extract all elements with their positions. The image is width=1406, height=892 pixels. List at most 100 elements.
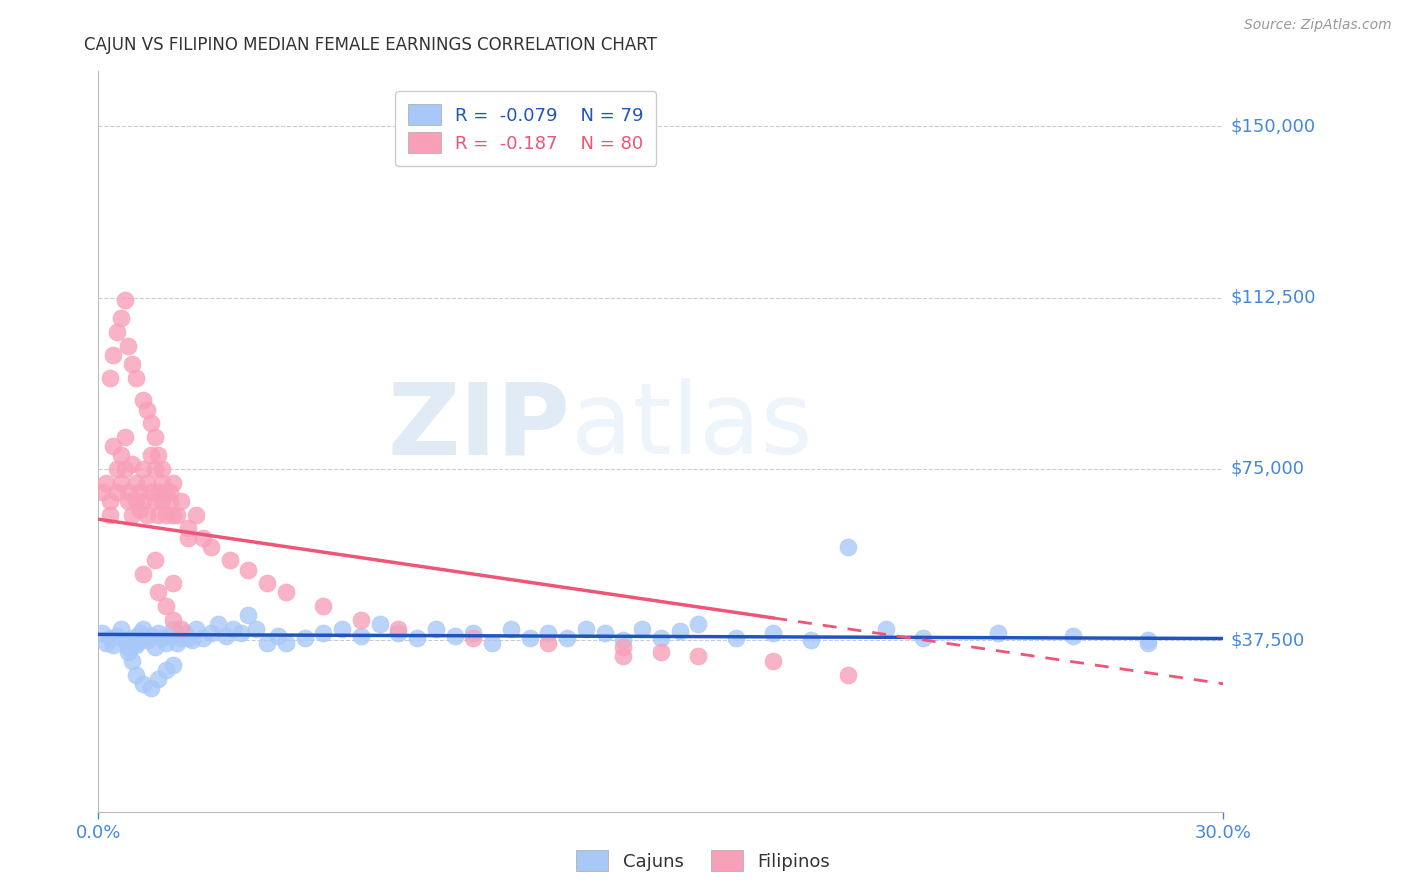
Point (612, 633, 634, 648)
Point (406, 631, 429, 645)
Point (139, 629, 162, 643)
Point (103, 638, 125, 652)
Point (148, 448, 170, 462)
Point (117, 338, 139, 352)
Point (177, 531, 200, 545)
Point (162, 613, 184, 627)
Point (481, 635, 503, 649)
Point (139, 448, 162, 462)
Point (166, 508, 188, 522)
Point (117, 645, 139, 659)
Point (128, 503, 150, 517)
Point (114, 462, 136, 476)
Point (136, 402, 159, 417)
Point (125, 494, 148, 508)
Point (94, 475, 117, 490)
Point (98, 494, 121, 508)
Point (184, 622, 207, 636)
Point (139, 484, 162, 499)
Point (121, 654, 143, 668)
Point (117, 484, 139, 499)
Point (193, 531, 215, 545)
Point (91, 484, 114, 499)
Point (143, 430, 166, 444)
Point (200, 626, 222, 640)
Point (150, 462, 173, 476)
Point (148, 508, 170, 522)
Point (132, 462, 155, 476)
Point (229, 626, 252, 640)
Point (312, 599, 335, 613)
Point (593, 626, 616, 640)
Point (222, 622, 245, 636)
Point (631, 622, 654, 636)
Point (136, 633, 159, 648)
Point (330, 622, 353, 636)
Point (387, 622, 409, 636)
Point (125, 638, 148, 652)
Point (800, 633, 823, 648)
Point (537, 635, 560, 649)
Point (499, 622, 522, 636)
Point (128, 484, 150, 499)
Point (94, 635, 117, 649)
Point (368, 617, 391, 632)
Point (98, 631, 121, 645)
Point (162, 475, 184, 490)
Point (110, 622, 132, 636)
Point (139, 417, 162, 431)
Point (132, 494, 155, 508)
Point (875, 622, 897, 636)
Point (173, 626, 195, 640)
Point (105, 462, 128, 476)
Point (114, 633, 136, 648)
Point (103, 348, 125, 362)
Point (155, 663, 177, 677)
Legend: Cajuns, Filipinos: Cajuns, Filipinos (568, 843, 838, 879)
Text: $75,000: $75,000 (1230, 460, 1305, 478)
Point (177, 631, 200, 645)
Point (125, 667, 148, 681)
Point (105, 484, 128, 499)
Point (110, 448, 132, 462)
Point (121, 357, 143, 371)
Point (837, 667, 859, 681)
Point (155, 599, 177, 613)
Point (132, 622, 155, 636)
Point (132, 567, 155, 582)
Point (200, 540, 222, 554)
Point (150, 631, 173, 645)
Point (136, 508, 159, 522)
Point (724, 631, 747, 645)
Point (207, 617, 229, 632)
Point (238, 608, 260, 623)
Point (159, 494, 181, 508)
Point (181, 633, 204, 648)
Point (148, 672, 170, 686)
Text: $37,500: $37,500 (1230, 632, 1305, 649)
Point (463, 626, 485, 640)
Point (425, 622, 447, 636)
Text: CAJUN VS FILIPINO MEDIAN FEMALE EARNINGS CORRELATION CHART: CAJUN VS FILIPINO MEDIAN FEMALE EARNINGS… (84, 36, 657, 54)
Point (350, 629, 373, 643)
Point (132, 677, 155, 691)
Point (274, 585, 297, 599)
Point (650, 631, 672, 645)
Point (612, 640, 634, 655)
Point (193, 631, 215, 645)
Point (650, 645, 672, 659)
Point (105, 629, 128, 643)
Point (132, 631, 155, 645)
Point (463, 631, 485, 645)
Point (170, 494, 193, 508)
Point (155, 508, 177, 522)
Point (98, 370, 121, 384)
Point (114, 430, 136, 444)
Point (143, 494, 166, 508)
Point (312, 626, 335, 640)
Point (215, 629, 238, 643)
Text: $150,000: $150,000 (1230, 117, 1316, 136)
Point (256, 635, 278, 649)
Point (125, 475, 148, 490)
Point (350, 613, 373, 627)
